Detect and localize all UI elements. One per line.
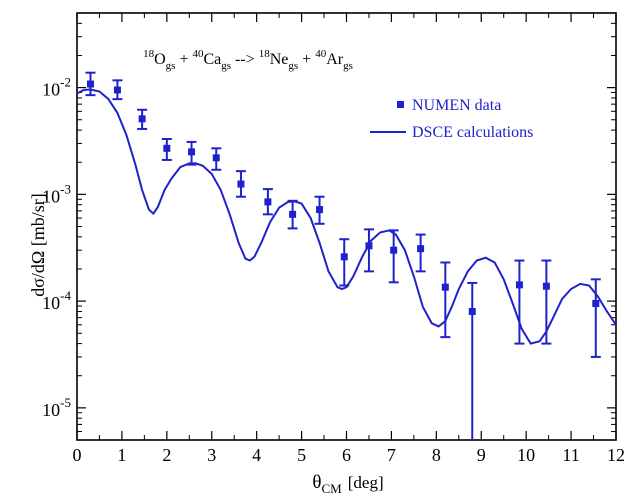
x-tick-label: 3 — [207, 445, 216, 465]
x-tick-label: 2 — [162, 445, 171, 465]
data-point — [467, 281, 478, 440]
data-point — [235, 170, 246, 198]
data-point — [440, 261, 451, 339]
data-point — [314, 195, 325, 225]
data-marker — [138, 115, 146, 123]
data-marker — [468, 307, 476, 315]
data-point — [137, 108, 148, 130]
data-point — [590, 278, 601, 358]
data-marker — [390, 246, 398, 254]
x-tick-label: 11 — [562, 445, 579, 465]
x-tick-label: 8 — [432, 445, 441, 465]
data-point — [211, 147, 222, 171]
x-tick-label: 10 — [517, 445, 535, 465]
y-tick-label: 10-2 — [42, 75, 71, 100]
x-tick-label: 6 — [342, 445, 351, 465]
x-tick-label: 4 — [252, 445, 261, 465]
data-marker — [237, 180, 245, 188]
data-marker — [340, 253, 348, 261]
reaction-title: 18Ogs +40Cags --> 18Negs +40Args — [143, 48, 353, 72]
data-point — [262, 188, 273, 216]
data-marker — [163, 144, 171, 152]
x-tick-label: 5 — [297, 445, 306, 465]
legend-label-numen-data: NUMEN data — [412, 97, 501, 114]
data-point — [287, 199, 298, 230]
data-marker — [316, 206, 324, 214]
y-tick-labels: 10-5 10-4 10-3 10-2 — [42, 75, 71, 420]
dsce-calculation-curve — [76, 88, 617, 345]
numen-data-points — [85, 71, 601, 440]
data-marker — [188, 148, 196, 156]
data-marker — [289, 210, 297, 218]
y-tick-label: 10-4 — [42, 288, 71, 313]
y-tick-label: 10-3 — [42, 181, 71, 206]
data-marker — [542, 282, 550, 290]
x-tick-label: 7 — [387, 445, 396, 465]
data-marker — [113, 86, 121, 94]
y-tick-label: 10-5 — [42, 395, 71, 420]
axis-ticks — [76, 12, 617, 440]
y-axis-label: dσ/dΩ [mb/sr] — [28, 193, 48, 297]
data-point — [339, 238, 350, 287]
data-point — [388, 229, 399, 284]
x-axis-label: θCM [deg] — [312, 472, 383, 493]
x-tick-label: 0 — [73, 445, 82, 465]
data-point — [541, 259, 552, 345]
data-marker — [212, 154, 220, 162]
data-point — [112, 79, 123, 101]
data-point — [363, 228, 374, 273]
data-point — [415, 233, 426, 273]
data-marker — [592, 299, 600, 307]
x-tick-label: 1 — [117, 445, 126, 465]
x-tick-label: 12 — [607, 445, 625, 465]
data-point — [161, 138, 172, 161]
data-point — [186, 140, 197, 166]
x-tick-labels: 0 1 2 3 4 5 6 7 8 9 10 11 12 — [73, 445, 626, 465]
data-marker — [86, 80, 94, 88]
data-marker — [515, 281, 523, 289]
plot-frame — [76, 12, 617, 441]
data-marker — [365, 242, 373, 250]
data-marker — [417, 245, 425, 253]
x-tick-label: 9 — [477, 445, 486, 465]
legend-label-dsce-calculations: DSCE calculations — [412, 124, 533, 141]
data-point — [85, 71, 96, 97]
legend-marker-numen-data — [397, 101, 404, 108]
data-marker — [264, 198, 272, 206]
legend: NUMEN data DSCE calculations — [370, 97, 533, 141]
data-point — [514, 259, 525, 345]
data-marker — [441, 283, 449, 291]
